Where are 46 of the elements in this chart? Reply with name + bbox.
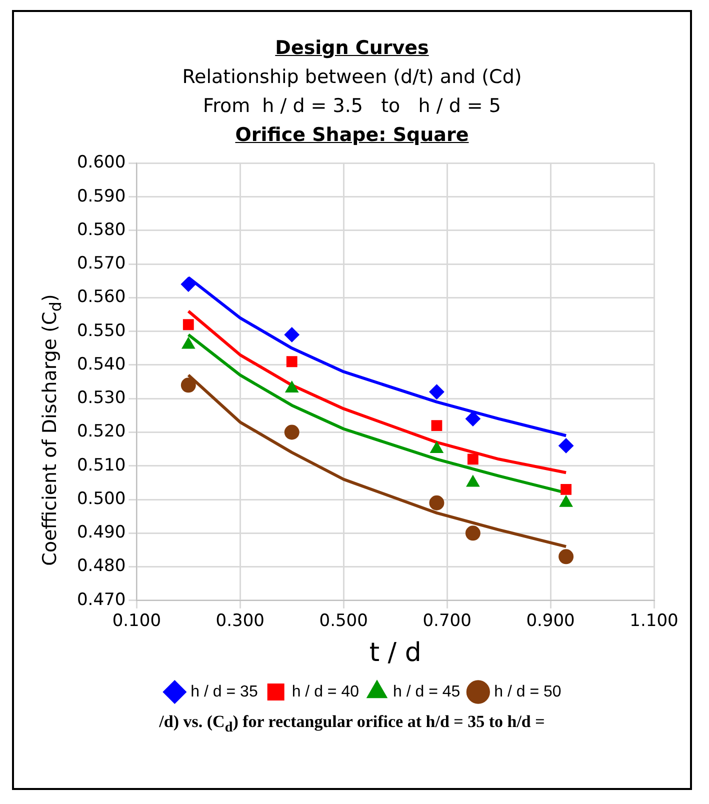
x-tick-label: 0.700: [422, 611, 472, 632]
point: [180, 378, 196, 393]
y-tick-label: 0.500: [76, 488, 126, 509]
y-tick-label: 0.510: [76, 455, 126, 476]
x-tick-label: 0.500: [319, 611, 368, 632]
legend-label: h / d = 40: [292, 683, 360, 700]
y-tick-label: 0.560: [76, 287, 126, 308]
point: [284, 327, 300, 342]
y-tick-label: 0.550: [76, 320, 126, 341]
legend-label: h / d = 45: [393, 683, 460, 700]
point: [285, 381, 298, 393]
legend-label: h / d = 50: [494, 683, 562, 700]
point: [286, 356, 298, 368]
point: [429, 495, 444, 510]
y-tick-label: 0.490: [76, 522, 126, 543]
point: [182, 319, 194, 330]
point: [465, 411, 480, 426]
y-tick-label: 0.600: [76, 152, 126, 173]
text: Orifice Shape: Square: [234, 123, 470, 148]
x-axis-title: t / d: [369, 638, 422, 668]
point: [467, 454, 478, 465]
point: [284, 424, 300, 440]
chart-title: Design Curves: [274, 36, 430, 61]
x-tick-label: 0.100: [112, 611, 162, 632]
x-tick-label: 0.300: [216, 611, 264, 632]
point: [558, 438, 574, 454]
legend-label: h / d = 35: [190, 683, 258, 700]
y-tick-label: 0.520: [76, 422, 126, 442]
x-tick-label: 0.900: [526, 611, 575, 632]
text: /d) vs. (C$_{d}$) for rectangular orifice at h/d = 35 to h/d =: [158, 712, 546, 736]
y-tick-label: 0.570: [76, 254, 126, 274]
x-tick-label: 1.100: [630, 611, 678, 632]
y-tick-label: 0.580: [76, 220, 126, 240]
point: [430, 442, 444, 454]
point: [560, 484, 572, 495]
y-tick-label: 0.590: [76, 186, 126, 206]
point: [465, 526, 480, 541]
point: [431, 420, 442, 431]
chart-subtitle: Relationship between (d/t) and (Cd) From h / d = 3.5 to h / d = 5: [181, 65, 523, 119]
y-tick-label: 0.470: [76, 590, 126, 610]
y-tick-label: 0.530: [76, 388, 126, 408]
point: [558, 549, 574, 564]
point: [429, 384, 444, 400]
point: [180, 276, 196, 292]
y-tick-label: 0.480: [76, 556, 126, 576]
y-tick-label: 0.540: [76, 354, 126, 374]
